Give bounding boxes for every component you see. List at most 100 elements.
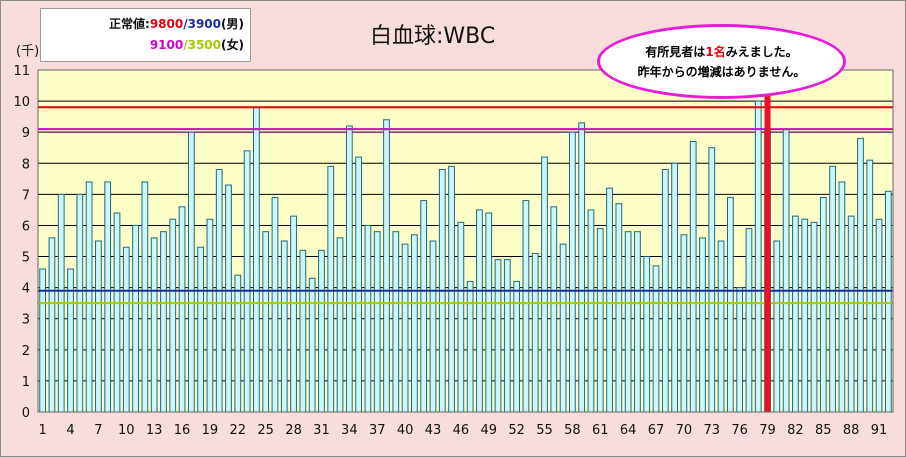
x-tick-label: 16 [174,423,191,438]
bar [234,274,242,413]
bar [596,228,604,413]
bar [206,218,214,413]
bar [327,165,335,413]
x-tick-label: 7 [94,423,102,438]
bar [141,181,149,413]
bar [364,224,372,413]
bar [476,209,483,413]
bar [411,234,418,413]
x-tick-label: 28 [285,423,302,438]
bar [485,212,493,413]
callout-count: 1名 [705,45,726,59]
bar [355,156,363,413]
bar [383,119,390,413]
x-tick-label: 25 [257,423,274,438]
bar [466,280,474,413]
bar [838,181,846,413]
bar [782,128,790,413]
y-tick-label: 5 [22,251,30,266]
bar [271,196,279,413]
y-tick-label: 3 [22,313,30,328]
bar [587,209,595,413]
bar [680,234,688,413]
normal-range-legend: 正常値:9800/3900(男) 9100/3500(女) [40,8,251,62]
bar [559,243,567,413]
bar [522,200,530,413]
x-tick-label: 52 [508,423,525,438]
callout-line-1: 有所見者は1名みえました。 [600,43,843,60]
x-tick-label: 79 [759,423,776,438]
y-tick-label: 11 [13,64,30,79]
bar [643,256,651,413]
legend-male-label: (男) [221,17,244,31]
bar [754,100,762,413]
y-tick-label: 6 [22,219,30,234]
bar [429,240,437,413]
bar [708,147,716,413]
bar [550,206,558,413]
bar [513,280,520,413]
bar [847,215,855,413]
bar [392,231,400,413]
x-tick-label: 91 [871,423,888,438]
bar [318,249,325,413]
legend-male-row: 正常値:9800/3900(男) [109,15,244,32]
bar [699,237,706,413]
x-tick-label: 4 [66,423,74,438]
bar [420,200,428,413]
y-tick-label: 0 [22,406,30,421]
bar [48,237,56,413]
x-tick-label: 40 [397,423,414,438]
bar [829,165,836,413]
bar [178,206,186,413]
bar [615,203,623,413]
x-tick-label: 34 [341,423,358,438]
bar [875,218,883,413]
bar [792,215,799,413]
bar [857,137,864,413]
bar [299,249,307,413]
bar [726,196,734,413]
x-tick-label: 49 [480,423,497,438]
x-tick-label: 1 [39,423,47,438]
finding-callout: 有所見者は1名みえました。 昨年からの増減はありません。 [597,24,846,99]
bar [262,231,270,413]
bar [401,243,409,413]
bar [652,265,660,413]
y-tick-label: 9 [22,126,30,141]
bar [345,125,353,413]
x-tick-label: 64 [620,423,637,438]
bar [606,187,613,413]
bar [336,237,344,413]
x-tick-label: 46 [453,423,470,438]
bar [503,259,511,413]
x-tick-label: 70 [676,423,693,438]
x-tick-label: 82 [787,423,804,438]
y-tick-label: 2 [22,344,30,359]
bar [187,131,195,413]
x-tick-label: 67 [648,423,665,438]
bar [113,212,121,413]
y-tick-label: 1 [22,375,30,390]
bar [197,246,205,413]
x-tick-label: 55 [536,423,553,438]
bar [448,165,455,413]
bar [866,159,874,413]
y-tick-label: 4 [22,282,30,297]
x-tick-label: 31 [313,423,330,438]
bar [736,287,744,413]
y-tick-label: 8 [22,157,30,172]
bar [122,246,130,413]
bar [243,150,251,413]
callout-text-pre: 有所見者は [645,45,706,59]
reference-lines [38,106,893,305]
bar [541,156,548,413]
bar [773,240,781,413]
legend-female-label: (女) [221,38,244,52]
bar [819,196,827,413]
bar [745,228,753,413]
bar [85,181,93,413]
bar [104,181,112,413]
bar [494,259,502,413]
